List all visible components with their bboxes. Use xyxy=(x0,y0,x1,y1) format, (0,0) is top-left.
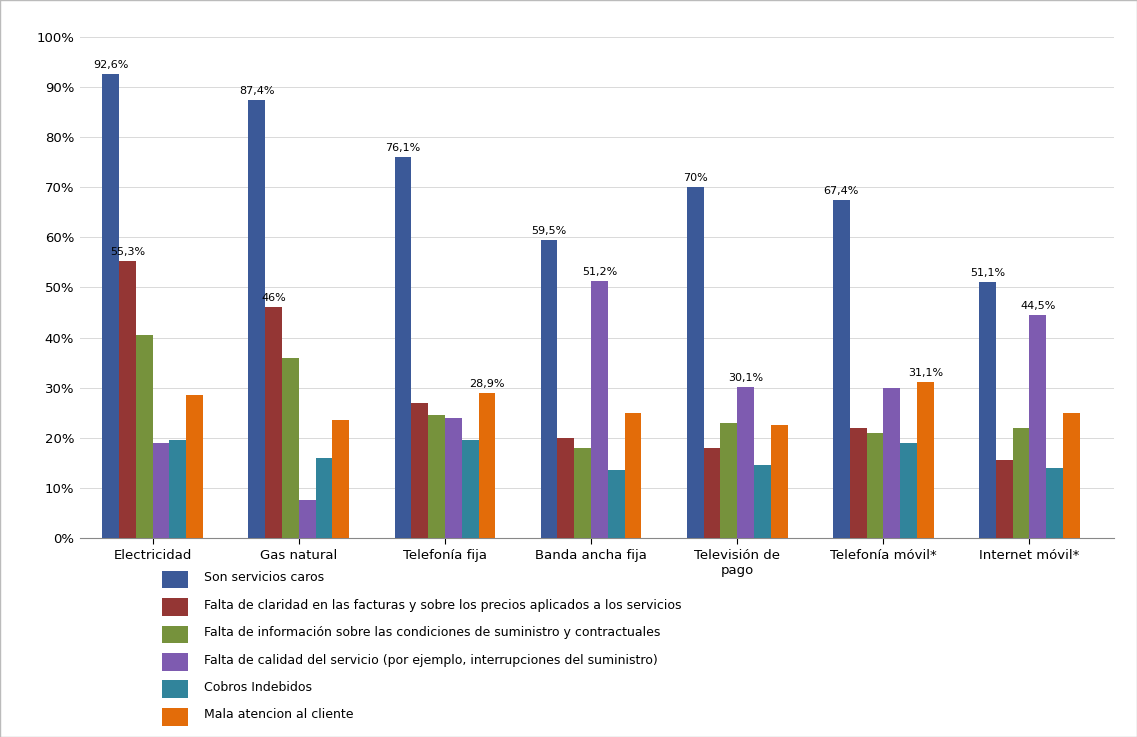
Bar xyxy=(916,383,933,538)
Bar xyxy=(574,448,591,538)
Bar xyxy=(1046,468,1063,538)
Bar xyxy=(265,307,282,538)
Bar xyxy=(102,74,119,538)
Bar xyxy=(849,427,866,538)
Text: Son servicios caros: Son servicios caros xyxy=(204,571,324,584)
Text: 30,1%: 30,1% xyxy=(728,373,763,383)
Bar xyxy=(412,402,429,538)
Text: 51,1%: 51,1% xyxy=(970,268,1005,278)
Bar xyxy=(395,157,412,538)
Bar xyxy=(541,240,557,538)
FancyBboxPatch shape xyxy=(163,708,189,725)
Text: 87,4%: 87,4% xyxy=(239,86,274,96)
Bar xyxy=(445,418,462,538)
Bar xyxy=(979,282,996,538)
FancyBboxPatch shape xyxy=(163,626,189,643)
Text: 28,9%: 28,9% xyxy=(470,379,505,389)
Bar xyxy=(248,100,265,538)
Bar xyxy=(462,440,479,538)
Text: 59,5%: 59,5% xyxy=(531,226,566,236)
Bar xyxy=(624,413,641,538)
Bar xyxy=(282,357,299,538)
FancyBboxPatch shape xyxy=(163,598,189,616)
Bar xyxy=(687,187,704,538)
Text: Cobros Indebidos: Cobros Indebidos xyxy=(204,681,312,694)
Bar xyxy=(754,465,771,538)
FancyBboxPatch shape xyxy=(163,680,189,698)
Bar xyxy=(1063,413,1080,538)
Text: 55,3%: 55,3% xyxy=(110,247,146,257)
Bar xyxy=(591,282,608,538)
Bar xyxy=(901,443,916,538)
FancyBboxPatch shape xyxy=(163,570,189,588)
Text: 31,1%: 31,1% xyxy=(907,368,943,378)
Text: 51,2%: 51,2% xyxy=(582,268,617,277)
Text: Falta de información sobre las condiciones de suministro y contractuales: Falta de información sobre las condicion… xyxy=(204,626,661,639)
Bar xyxy=(152,443,169,538)
Bar xyxy=(737,387,754,538)
Bar xyxy=(996,461,1013,538)
Bar xyxy=(429,415,445,538)
Text: Mala atencion al cliente: Mala atencion al cliente xyxy=(204,708,354,722)
Bar xyxy=(479,393,496,538)
Bar xyxy=(557,438,574,538)
Text: Falta de claridad en las facturas y sobre los precios aplicados a los servicios: Falta de claridad en las facturas y sobr… xyxy=(204,598,681,612)
Bar xyxy=(833,200,849,538)
Bar xyxy=(332,420,349,538)
Bar xyxy=(169,440,186,538)
Text: 70%: 70% xyxy=(683,173,707,184)
Bar xyxy=(608,470,624,538)
Bar xyxy=(135,335,152,538)
Text: 46%: 46% xyxy=(262,293,287,304)
FancyBboxPatch shape xyxy=(163,653,189,671)
Bar xyxy=(704,448,721,538)
Text: 76,1%: 76,1% xyxy=(385,143,421,153)
Bar xyxy=(771,425,788,538)
Bar xyxy=(299,500,316,538)
Bar xyxy=(883,388,901,538)
Bar xyxy=(186,395,204,538)
Bar xyxy=(721,423,737,538)
Bar xyxy=(1013,427,1029,538)
Text: Falta de calidad del servicio (por ejemplo, interrupciones del suministro): Falta de calidad del servicio (por ejemp… xyxy=(204,654,657,666)
Text: 44,5%: 44,5% xyxy=(1020,301,1055,311)
Bar xyxy=(119,261,135,538)
Text: 67,4%: 67,4% xyxy=(823,186,860,196)
Text: 92,6%: 92,6% xyxy=(93,60,128,70)
Bar xyxy=(1029,315,1046,538)
Bar xyxy=(316,458,332,538)
Bar xyxy=(866,433,883,538)
